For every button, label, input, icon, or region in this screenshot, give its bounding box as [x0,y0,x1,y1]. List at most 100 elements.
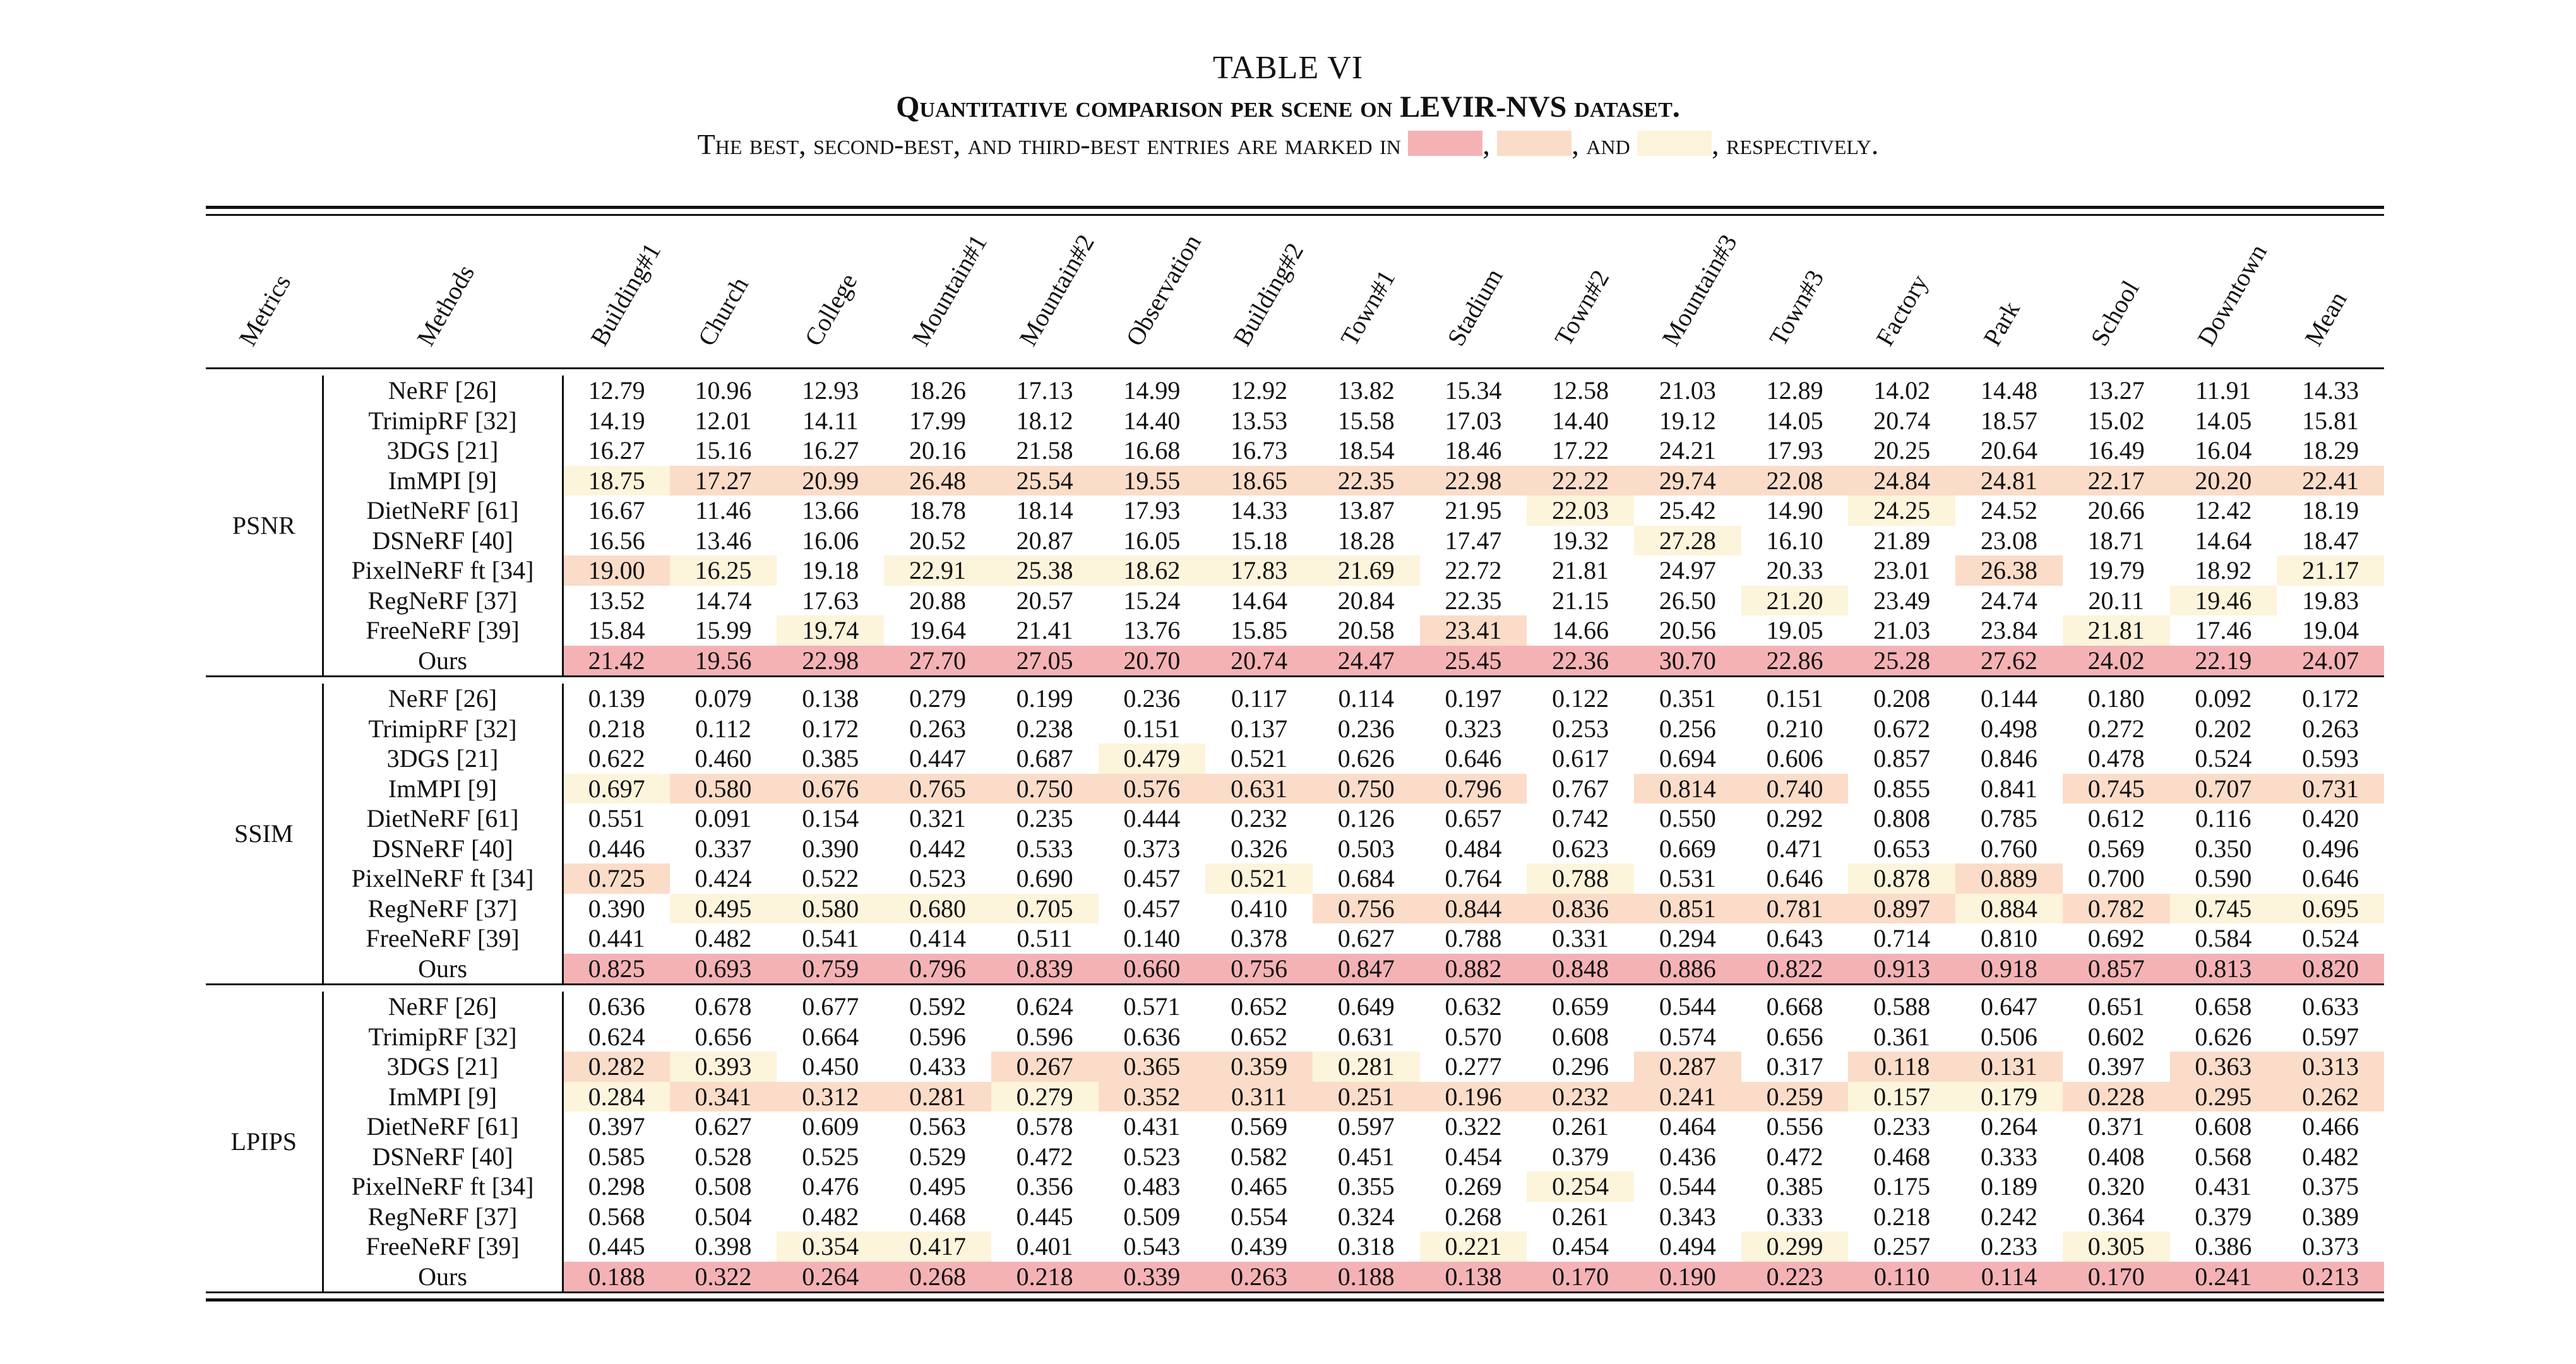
table-cell: 0.646 [1766,864,1823,893]
table-cell: 0.506 [1980,1022,2037,1051]
table-cell: 0.782 [2062,893,2170,923]
table-cell: 0.658 [2195,992,2252,1021]
table-cell: 0.284 [563,1081,670,1112]
column-header-label: School [2084,275,2145,351]
table-cell: 0.188 [563,1261,670,1291]
table-cell: 0.672 [1873,714,1931,743]
table-cell: 20.64 [1980,436,2037,465]
table-cell: 0.361 [1873,1022,1931,1051]
table-cell: 0.652 [1231,992,1288,1021]
table-cell: 18.62 [1098,555,1206,586]
table-cell: 29.74 [1634,465,1741,495]
table-cell: 14.74 [695,586,752,615]
table-cell: 20.87 [1016,526,1073,555]
table-row: RegNeRF [37] 13.52 14.74 17.63 20.88 20.57 15.… [206,585,2384,615]
table-cell: 15.84 [588,616,645,644]
table-row: TrimipRF [32] 14.19 12.01 14.11 17.99 18.12 14… [206,405,2384,436]
table-cell: 22.98 [777,645,885,677]
table-cell: 0.694 [1659,744,1716,773]
table-cell: 12.58 [1552,376,1609,405]
table-cell: 0.385 [1766,1172,1823,1201]
table-cell: 0.321 [909,804,966,833]
table-cell: 0.496 [2302,834,2359,863]
table-cell: 0.767 [1552,774,1609,803]
method-name: FreeNeRF [39] [323,1231,564,1262]
table-cell: 0.631 [1205,773,1313,804]
table-cell: 14.48 [1980,376,2037,405]
table-title: Quantitative comparison per scene on LEV… [896,90,1680,124]
table-cell: 23.84 [1980,616,2037,644]
table-cell: 18.57 [1980,406,2037,435]
table-cell: 0.580 [669,773,777,804]
table-cell: 0.495 [909,1172,966,1201]
table-cell: 0.420 [2302,804,2359,833]
table-cell: 13.87 [1337,496,1395,525]
table-cell: 0.580 [777,893,885,923]
table-cell: 21.42 [563,645,670,677]
table-cell: 18.54 [1337,436,1395,465]
table-cell: 0.857 [2062,953,2170,985]
table-cell: 16.56 [588,526,645,555]
table-cell: 0.643 [1766,924,1823,952]
table-cell: 14.05 [1766,406,1823,435]
table-cell: 0.693 [669,953,777,985]
table-cell: 16.25 [669,555,777,586]
table-cell: 14.40 [1552,406,1609,435]
table-cell: 0.464 [1659,1112,1716,1141]
table-cell: 19.18 [802,556,859,584]
table-cell: 16.10 [1766,526,1823,555]
metric-label: SSIM [206,684,324,985]
table-cell: 0.653 [1873,834,1931,863]
column-header-label: Mountain#1 [906,229,993,351]
table-cell: 0.299 [1741,1231,1849,1262]
table-cell: 0.172 [2302,684,2359,713]
table-cell: 0.484 [1445,834,1502,863]
table-cell: 12.92 [1231,376,1288,405]
table-cell: 0.442 [909,834,966,863]
method-name: NeRF [26] [323,684,564,714]
table-cell: 0.851 [1634,893,1741,923]
table-row: DSNeRF [40] 0.585 0.528 0.525 0.529 0.472 0.52… [206,1141,2384,1171]
table-cell: 0.796 [1419,773,1527,804]
table-cell: 0.118 [1848,1052,1956,1082]
table-cell: 0.268 [1445,1202,1502,1231]
column-header: Mean [2277,216,2384,369]
table-cell: 15.81 [2302,406,2359,435]
table-cell: 21.20 [1741,585,1849,615]
table-cell: 0.236 [1123,684,1181,713]
table-cell: 0.528 [695,1142,752,1171]
table-cell: 0.574 [1659,1022,1716,1051]
table-cell: 0.570 [1445,1022,1502,1051]
table-cell: 15.99 [695,616,752,644]
table-row: RegNeRF [37] 0.568 0.504 0.482 0.468 0.445 0.5… [206,1201,2384,1231]
table-cell: 0.320 [2087,1172,2145,1201]
table-cell: 19.64 [909,616,966,644]
table-cell: 0.414 [909,924,966,952]
table-cell: 0.524 [2195,744,2252,773]
table-cell: 0.742 [1552,804,1609,833]
table-cell: 26.38 [1955,555,2063,586]
table-cell: 18.78 [909,496,966,525]
table-cell: 0.324 [1337,1202,1395,1231]
table-cell: 0.750 [991,773,1099,804]
table-cell: 14.02 [1873,376,1931,405]
table-cell: 0.472 [1766,1142,1823,1171]
table-cell: 0.590 [2195,864,2252,893]
table-cell: 0.760 [1980,834,2037,863]
table-cell: 0.846 [1980,744,2037,773]
table-cell: 0.646 [1445,744,1502,773]
method-name: TrimipRF [32] [323,713,564,744]
table-cell: 14.05 [2195,406,2252,435]
table-cell: 0.282 [563,1052,670,1082]
column-header: Stadium [1420,216,1527,369]
table-row: PixelNeRF ft [34] 0.298 0.508 0.476 0.495 0.3… [206,1171,2384,1202]
third-best-swatch [1637,131,1712,157]
table-cell: 0.479 [1098,744,1206,774]
table-cell: 17.93 [1123,496,1181,525]
table-label: TABLE VI [1212,50,1364,86]
column-header-label: Town#2 [1549,264,1615,351]
table-cell: 0.918 [1955,953,2063,985]
table-cell: 18.65 [1205,465,1313,495]
table-row: Ours 0.188 0.322 0.264 0.268 0.218 0.339 0.263 0… [206,1261,2384,1291]
table-cell: 0.202 [2195,714,2252,743]
